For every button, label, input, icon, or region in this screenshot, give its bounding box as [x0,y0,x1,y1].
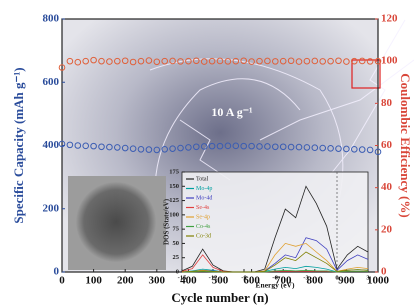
y-tick-label: 75 [173,226,180,233]
x-tick-label: 0 [335,274,338,281]
x-axis-label: Cycle number (n) [171,290,268,305]
legend-label: Total [196,176,209,182]
y2-tick-label: 80 [381,97,393,109]
y-tick-label: 150 [169,183,179,190]
y-axis-label: Specific Capacity (mAh g⁻¹) [11,67,26,223]
y-tick-label: 50 [173,240,180,247]
annotation: 10 A g⁻¹ [211,105,253,119]
y-tick-label: 25 [173,254,180,261]
x-tick-label: -15 [178,274,187,281]
y-tick-label: 0 [176,268,179,275]
y-tick-label: 125 [169,197,180,204]
legend-label: Mo-4p [196,186,212,192]
y2-tick-label: 40 [381,181,393,193]
x-tick-label: 0 [59,275,65,287]
y-tick-label: 100 [169,211,179,218]
x-tick-label: 100 [85,275,102,287]
y-tick-label: 400 [43,139,60,151]
x-tick-label: -9 [241,274,247,281]
y2-tick-label: 20 [381,223,393,235]
figure: 0100200300400500600700800900100002004006… [0,0,414,308]
y2-axis-label: Coulombic Efficiency (%) [398,73,413,217]
legend-label: Se-4s [196,205,210,211]
legend-label: Mo-4d [196,195,212,201]
y2-tick-label: 0 [381,266,387,278]
y-tick-label: 0 [54,266,60,278]
x-tick-label: 800 [307,275,324,287]
x-tick-label: -3 [303,274,309,281]
x-tick-label: -12 [209,274,218,281]
y-tick-label: 800 [43,13,60,25]
tem-particle [76,182,156,262]
y-tick-label: 200 [43,202,60,214]
x-tick-label: 300 [149,275,166,287]
x-tick-label: 900 [338,275,355,287]
legend-label: Co-4s [196,224,211,230]
y-tick-label: 600 [43,76,60,88]
legend-label: Co-3d [196,233,211,239]
y2-tick-label: 60 [381,139,393,151]
x-tick-label: 200 [117,275,134,287]
y2-tick-label: 100 [381,55,398,67]
y2-tick-label: 120 [381,13,398,25]
legend-label: Se-4p [196,214,210,220]
y-axis-label: DOS (State/eV) [163,198,171,245]
x-axis-label: Energy (eV) [256,281,295,290]
y-tick-label: 175 [169,168,180,175]
